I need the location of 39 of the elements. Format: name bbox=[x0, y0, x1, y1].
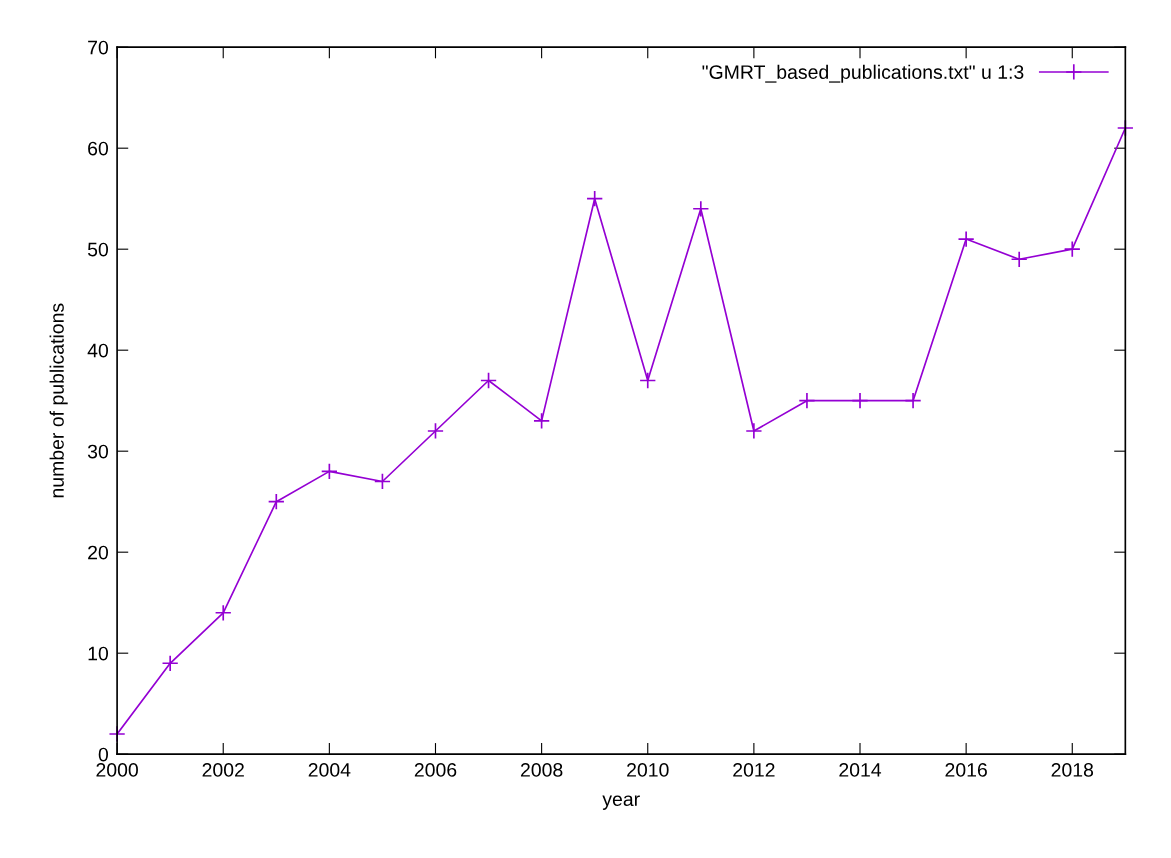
point bbox=[639, 372, 657, 389]
point bbox=[533, 412, 551, 430]
y-tick-label: 40 bbox=[87, 343, 109, 358]
point bbox=[480, 372, 498, 389]
y-tick-label: 10 bbox=[88, 646, 109, 661]
x-tick-label: 2016 bbox=[945, 763, 987, 777]
point bbox=[1063, 240, 1081, 258]
x-tick-label: 2018 bbox=[1051, 763, 1094, 777]
y-tick-label: 50 bbox=[87, 242, 109, 257]
x-tick-label: 2002 bbox=[202, 763, 244, 777]
y-tick-label: 30 bbox=[87, 444, 109, 459]
y-tick-label: 60 bbox=[88, 141, 109, 156]
y-tick-label: 0 bbox=[98, 747, 109, 762]
x-tick-label: 2000 bbox=[96, 763, 138, 777]
point bbox=[745, 422, 763, 440]
y-tick-label: 20 bbox=[88, 545, 109, 560]
point bbox=[851, 392, 869, 410]
x-tick-label: 2006 bbox=[414, 763, 457, 777]
point bbox=[161, 654, 179, 672]
point bbox=[904, 392, 922, 410]
point bbox=[692, 200, 710, 218]
x-tick-label: 2004 bbox=[308, 763, 351, 777]
point bbox=[1010, 250, 1028, 268]
legend-label: "GMRT_based_publications.txt" u 1:3 bbox=[702, 64, 1024, 83]
x-tick-label: 2010 bbox=[627, 763, 669, 777]
point bbox=[427, 422, 444, 440]
point bbox=[373, 473, 391, 490]
point bbox=[214, 604, 232, 622]
point bbox=[957, 230, 975, 248]
x-tick-label: 2012 bbox=[733, 763, 775, 777]
point bbox=[320, 462, 338, 480]
point bbox=[586, 190, 604, 208]
x-axis-title: year bbox=[602, 795, 640, 810]
point bbox=[798, 392, 816, 410]
y-tick-label: 70 bbox=[88, 40, 109, 55]
x-tick-label: 2008 bbox=[520, 763, 563, 777]
x-tick-label: 2014 bbox=[839, 763, 882, 777]
y-axis-title: number of publications bbox=[49, 303, 68, 498]
point bbox=[267, 493, 285, 511]
